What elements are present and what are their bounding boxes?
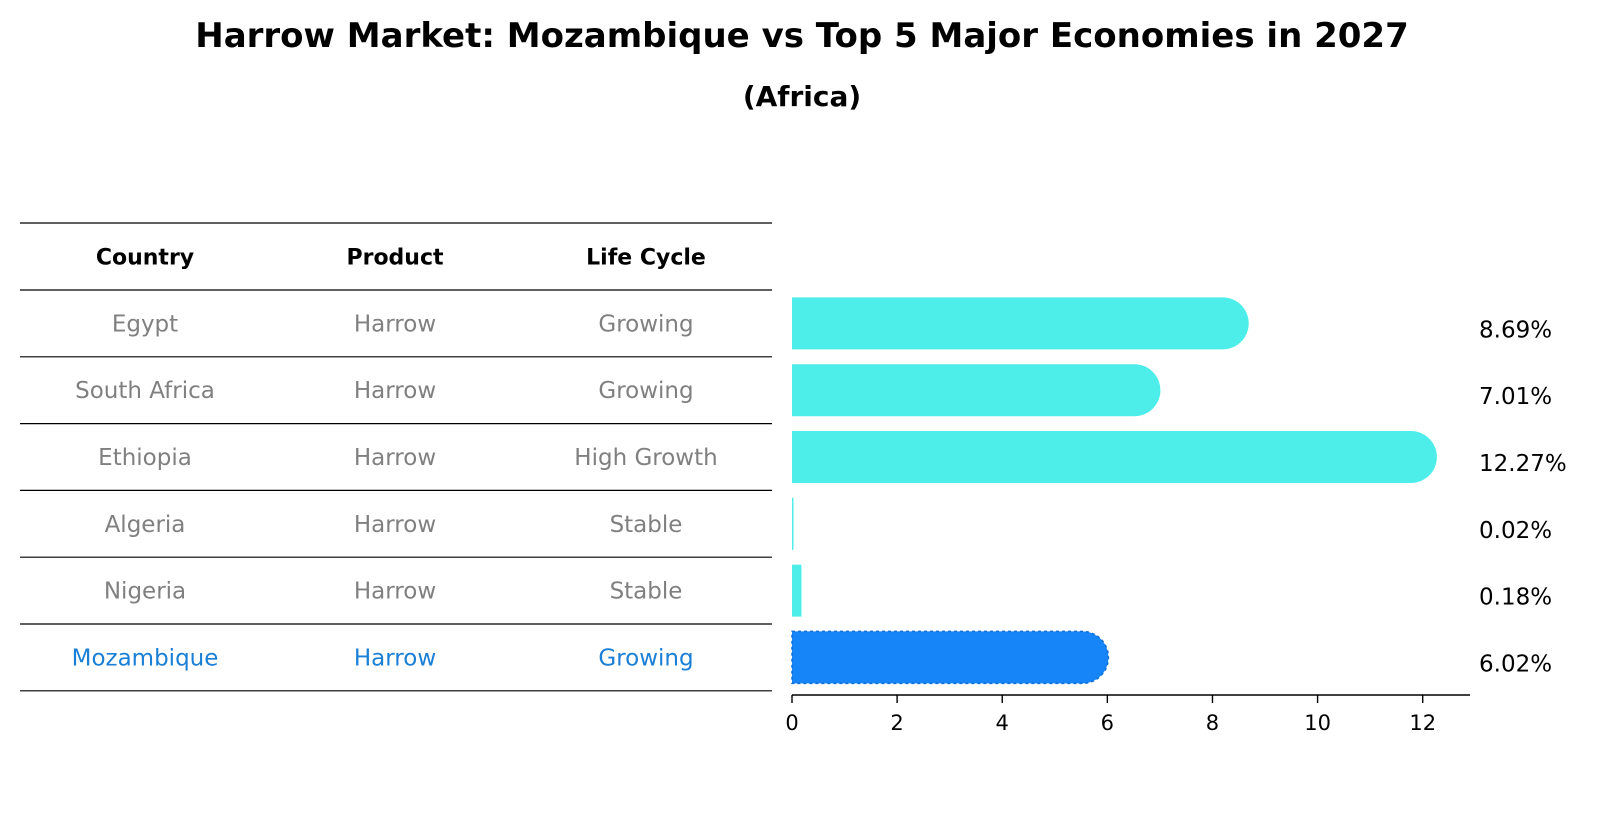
table-cell: Stable [610,579,683,605]
bar-value-label: 0.02% [1479,518,1552,544]
table-cell: Growing [598,378,693,404]
table-header-cell: Country [96,246,194,271]
x-tick-label: 4 [996,711,1009,735]
chart-subtitle: (Africa) [742,80,862,113]
x-tick-label: 0 [785,711,798,735]
x-tick-label: 6 [1101,711,1114,735]
bar [792,564,802,617]
table-cell: Nigeria [104,579,186,605]
table-header-cell: Life Cycle [586,246,706,271]
table-cell: Growing [598,645,693,671]
chart-title: Harrow Market: Mozambique vs Top 5 Major… [195,16,1409,56]
x-tick-label: 8 [1206,711,1219,735]
bar-value-label: 8.69% [1479,317,1552,343]
bar [792,631,1109,684]
table-cell: Harrow [354,579,436,605]
bar-value-label: 0.18% [1479,585,1552,611]
x-tick-label: 2 [890,711,903,735]
bar-value-label: 6.02% [1479,651,1552,677]
table-cell: Ethiopia [98,445,192,471]
table-cell: Growing [598,311,693,337]
table-cell: Harrow [354,311,436,337]
bar [792,297,1249,350]
table-cell: Algeria [105,512,186,538]
table-cell: Harrow [354,645,436,671]
table-cell: Egypt [112,311,178,337]
x-axis: 0 2 4 6 8 10 12 [785,694,1470,735]
x-tick-label: 12 [1409,711,1436,735]
table-cell: Harrow [354,378,436,404]
table-header-cell: Product [346,246,444,271]
bar-value-label: 7.01% [1479,384,1552,410]
table-cell: Harrow [354,512,436,538]
bar [792,497,794,550]
bar-plot: 8.69% 7.01% 12.27% 0.02% 0.18% 6.02% [791,297,1567,685]
table-cell: South Africa [75,378,215,404]
table-cell: Stable [610,512,683,538]
x-tick-label: 10 [1304,711,1331,735]
data-table: Country Product Life Cycle Egypt Harrow Growi… [20,222,772,692]
table-cell: High Growth [574,445,717,471]
bar-value-label: 12.27% [1479,451,1567,477]
bar [792,364,1161,417]
highlight-bar-outline [791,630,1110,685]
table-cell: Harrow [354,445,436,471]
bar [792,431,1437,483]
table-cell: Mozambique [72,645,219,671]
